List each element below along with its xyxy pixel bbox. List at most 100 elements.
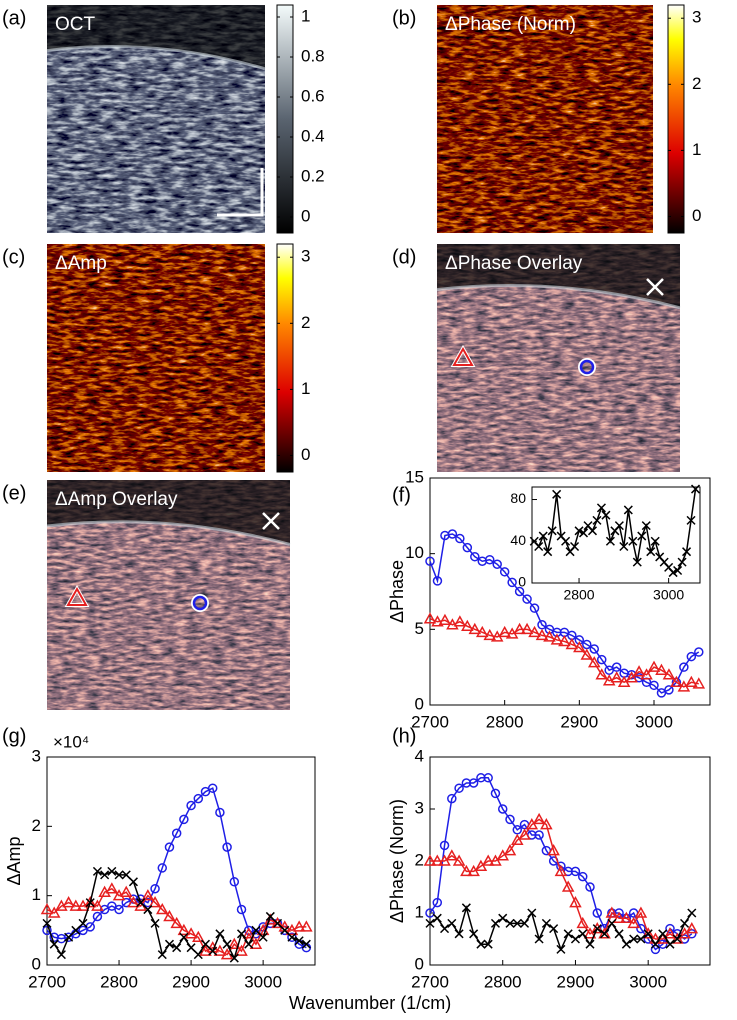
marker [590,922,604,934]
series [425,903,697,954]
marker [423,854,437,866]
marker [605,536,615,546]
marker [632,557,642,567]
marker [522,594,532,604]
marker [85,898,95,908]
tissue-surface-shade [437,244,680,308]
marker [518,828,531,840]
colorbar-tick-label: 0.2 [301,166,325,185]
marker [665,939,675,949]
marker [634,906,648,918]
tissue-surface-shade [47,5,265,69]
marker [425,556,435,566]
image-title: ΔPhase (Norm) [445,14,576,35]
y-axis-label: ΔAmp [4,836,24,885]
y-tick-label: 3 [415,798,424,817]
marker [596,654,607,665]
circle-marker [192,595,208,611]
marker [682,547,692,557]
colorbar [276,4,294,234]
marker [561,536,571,546]
marker [49,939,59,949]
marker [592,515,602,525]
marker [611,662,622,672]
marker [499,567,510,577]
marker [582,639,592,650]
y-tick-label: 4 [415,746,424,765]
tissue-surface [46,520,291,546]
marker [470,551,480,562]
series [425,529,704,698]
marker [514,586,525,597]
marker [222,842,232,852]
y-tick-label: 2 [415,850,424,869]
marker [528,625,541,638]
marker [497,804,508,814]
marker [680,918,690,928]
marker [440,924,450,934]
colorbar-tick-label: 2 [301,313,310,332]
marker [431,615,444,627]
marker [549,924,559,934]
marker [236,904,247,915]
image-title: OCT [55,14,96,35]
y-axis-label: ΔPhase (Norm) [387,799,407,923]
marker [673,565,683,576]
marker [628,536,638,546]
marker [636,934,646,944]
marker [215,807,225,818]
marker [685,922,699,934]
marker [570,934,580,944]
marker [535,628,549,641]
marker [468,622,482,635]
marker [476,939,486,949]
colorbar-tick-label: 3 [692,8,701,27]
marker [193,793,204,804]
marker [665,923,675,934]
marker [157,863,168,873]
marker [172,943,182,953]
marker [513,622,526,635]
marker [251,925,261,935]
marker [686,651,697,662]
marker [619,541,629,552]
colorbar-tick-label: 3 [301,247,310,266]
marker [432,897,443,908]
marker [432,576,443,586]
marker [556,944,566,954]
marker [657,939,668,949]
marker [483,939,493,949]
marker [627,916,640,929]
marker [574,526,584,536]
marker [534,541,544,552]
marker [505,814,515,825]
x-tick-label: 2700 [411,712,449,731]
marker [625,671,638,683]
x-tick-label: 2700 [28,972,66,991]
y-tick-label: 0 [32,954,41,973]
colorbar [276,243,294,473]
marker [578,929,588,939]
x-tick-label: 2900 [557,972,595,991]
marker [40,902,54,915]
marker [136,898,146,908]
marker [265,911,275,921]
marker [228,937,241,949]
colorbar-tick-label: 0 [301,445,310,464]
marker [150,918,160,928]
marker [114,904,124,915]
marker [460,864,473,877]
marker [649,680,659,691]
image [437,5,653,233]
marker [447,918,457,928]
marker [641,521,651,531]
y-axis-label: ΔPhase [387,560,407,623]
marker [623,505,633,515]
marker [650,536,660,546]
marker [541,918,551,928]
marker [78,918,88,928]
marker [280,925,290,935]
marker [663,927,677,939]
scale-bar [217,168,264,217]
x-tick-label: 2800 [486,712,524,731]
